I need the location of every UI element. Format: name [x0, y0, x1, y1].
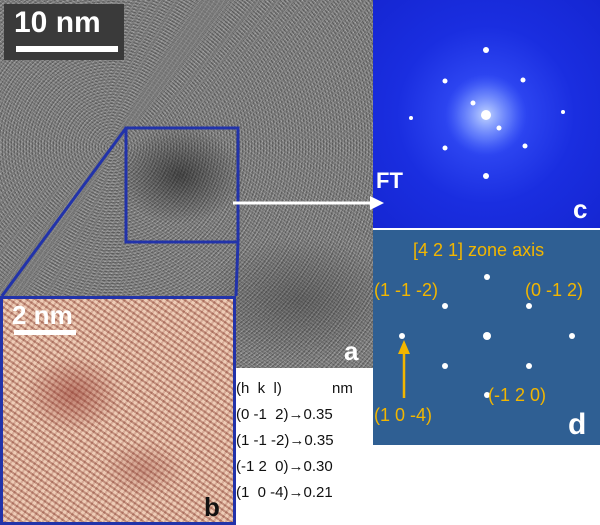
table-row: (1 0 -4)→0.21	[236, 484, 333, 501]
fourier-transform-spots	[409, 47, 565, 179]
zone-axis-label: [4 2 1] zone axis	[413, 240, 545, 260]
ft-spot	[522, 143, 528, 149]
filtered-inset-panel	[0, 296, 236, 525]
ft-spot	[409, 116, 413, 120]
pattern-spot	[399, 333, 405, 339]
pattern-spot	[526, 363, 532, 369]
ft-spot	[442, 78, 448, 84]
table-header-hkl: (h k l)	[236, 380, 282, 397]
pattern-spot	[484, 392, 490, 398]
indexed-pattern-panel	[373, 230, 600, 445]
scale-bar-10nm	[16, 46, 118, 52]
ft-spot	[520, 77, 526, 83]
pattern-spot	[442, 303, 448, 309]
table-row: (1 -1 -2)→0.35	[236, 432, 334, 449]
pattern-spot	[526, 303, 532, 309]
scale-bar-label-2nm: 2 nm	[12, 300, 73, 330]
pattern-spot	[484, 274, 490, 280]
pattern-spot	[442, 363, 448, 369]
index-label-top-right: (0 -1 2)	[525, 280, 584, 300]
ft-spot	[442, 145, 448, 151]
fourier-transform-panel	[373, 0, 600, 228]
scale-bar-2nm	[14, 330, 76, 335]
table-header-unit: nm	[332, 380, 353, 397]
index-label-top-left: (1 -1 -2)	[374, 280, 439, 300]
indexed-pattern-spots	[399, 274, 575, 398]
index-label-bottom-left: (1 0 -4)	[374, 405, 433, 425]
panel-label-d: d	[568, 408, 587, 441]
ft-label: FT	[376, 168, 403, 193]
scale-bar-label-10nm: 10 nm	[14, 6, 101, 39]
ft-spot	[561, 110, 565, 114]
ft-spot	[483, 47, 489, 53]
panel-label-a: a	[344, 336, 359, 366]
ft-spot	[483, 173, 489, 179]
pattern-spot	[569, 333, 575, 339]
panel-label-c: c	[573, 194, 588, 224]
ft-spot	[470, 100, 476, 106]
ft-spot-center	[481, 110, 491, 120]
panel-label-b: b	[204, 492, 220, 522]
index-label-bottom-right: (-1 2 0)	[488, 385, 547, 405]
table-row: (0 -1 2)→0.35	[236, 406, 333, 423]
pattern-spot-center	[483, 332, 491, 340]
ft-spot	[496, 125, 502, 131]
table-row: (-1 2 0)→0.30	[236, 458, 333, 475]
